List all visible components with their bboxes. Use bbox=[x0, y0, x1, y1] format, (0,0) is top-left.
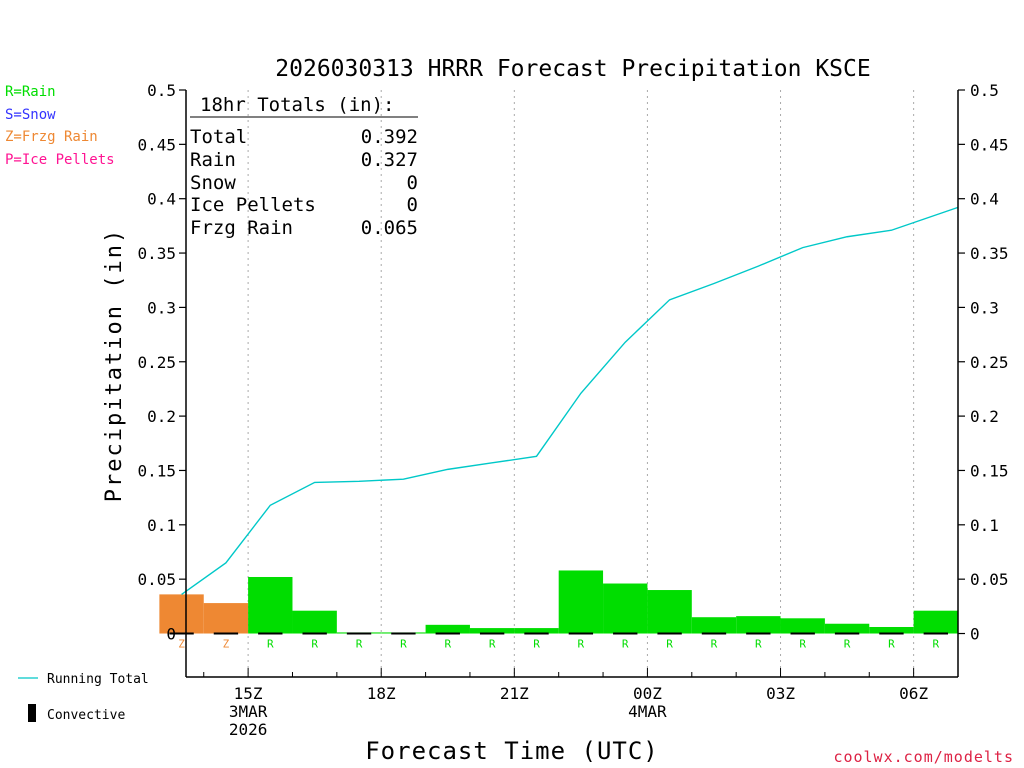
running-total-line bbox=[181, 206, 959, 595]
legend-running-total: Running Total bbox=[47, 672, 149, 687]
running-total-series bbox=[181, 206, 959, 595]
y-tick-label-right-0.35: 0.35 bbox=[970, 244, 1009, 263]
totals-value-rain: 0.327 bbox=[361, 149, 418, 171]
totals-label-snow: Snow bbox=[190, 172, 236, 194]
y-tick-label-right-0: 0 bbox=[970, 625, 980, 644]
y-ticks: 0 00.05 0.050.1 0.10.15 0.150.2 0.20.25 0.250.… bbox=[137, 81, 1008, 644]
precip-bar-24 bbox=[603, 583, 648, 634]
y-tick-label-left-0.15: 0.15 bbox=[137, 461, 176, 480]
precip-type-label-23: R bbox=[578, 638, 585, 651]
precip-bar-20 bbox=[425, 624, 470, 634]
y-tick-label-left-0: 0 bbox=[166, 625, 176, 644]
precip-bar-30 bbox=[869, 626, 914, 634]
precip-bar-31 bbox=[913, 610, 958, 634]
precip-bar-25 bbox=[647, 590, 692, 634]
y-tick-label-left-0.25: 0.25 bbox=[137, 353, 176, 372]
credit-link[interactable]: coolwx.com/modelts bbox=[833, 748, 1014, 766]
precip-type-label-14: Z bbox=[178, 638, 185, 651]
x-tick-label-00Z-1: 4MAR bbox=[628, 702, 667, 721]
y-tick-label-left-0.1: 0.1 bbox=[147, 516, 176, 535]
x-tick-label-15Z-1: 3MAR bbox=[229, 702, 268, 721]
precip-bar-15 bbox=[203, 603, 249, 634]
precip-type-label-29: R bbox=[844, 638, 851, 651]
x-tick-label-03Z-0: 03Z bbox=[766, 684, 795, 703]
totals-label-total: Total bbox=[190, 126, 247, 148]
x-tick-label-00Z-0: 00Z bbox=[633, 684, 662, 703]
y-tick-label-right-0.3: 0.3 bbox=[970, 298, 999, 317]
x-tick-label-15Z-0: 15Z bbox=[234, 684, 263, 703]
x-axis-label: Forecast Time (UTC) bbox=[365, 737, 659, 765]
totals-value-ice: 0 bbox=[407, 194, 418, 216]
precip-bar-27 bbox=[736, 616, 781, 634]
totals-label-rain: Rain bbox=[190, 149, 236, 171]
precip-bar-16 bbox=[248, 576, 293, 634]
totals-box: 18hr Totals (in): Total 0.392 Rain 0.327… bbox=[190, 94, 418, 239]
precip-type-label-16: R bbox=[267, 638, 274, 651]
grid-lines bbox=[247, 90, 915, 677]
precip-bar-21 bbox=[469, 628, 515, 634]
x-tick-label-06Z-0: 06Z bbox=[899, 684, 928, 703]
y-tick-label-right-0.2: 0.2 bbox=[970, 407, 999, 426]
precip-type-label-19: R bbox=[400, 638, 407, 651]
y-tick-label-right-0.25: 0.25 bbox=[970, 353, 1009, 372]
legend-rain: R=Rain bbox=[5, 84, 56, 100]
precip-bar-29 bbox=[824, 623, 870, 634]
precip-bar-26 bbox=[691, 617, 737, 634]
y-tick-label-right-0.45: 0.45 bbox=[970, 135, 1009, 154]
legend-convective: Convective bbox=[47, 708, 125, 723]
legend-snow: S=Snow bbox=[5, 107, 56, 123]
precip-type-label-27: R bbox=[755, 638, 762, 651]
totals-value-snow: 0 bbox=[407, 172, 418, 194]
y-tick-label-left-0.45: 0.45 bbox=[137, 135, 176, 154]
y-tick-label-right-0.5: 0.5 bbox=[970, 81, 999, 100]
precip-type-label-31: R bbox=[933, 638, 940, 651]
precip-bar-22 bbox=[514, 628, 559, 634]
convective-legend-swatch bbox=[28, 704, 36, 722]
y-tick-label-left-0.4: 0.4 bbox=[147, 190, 176, 209]
y-tick-label-left-0.35: 0.35 bbox=[137, 244, 176, 263]
totals-header: 18hr Totals (in): bbox=[200, 94, 394, 116]
precip-type-label-24: R bbox=[622, 638, 629, 651]
precip-type-label-25: R bbox=[666, 638, 673, 651]
y-tick-label-left-0.5: 0.5 bbox=[147, 81, 176, 100]
y-tick-label-right-0.1: 0.1 bbox=[970, 516, 999, 535]
precip-bar-17 bbox=[292, 610, 337, 634]
precip-type-label-30: R bbox=[888, 638, 895, 651]
precip-type-label-20: R bbox=[444, 638, 451, 651]
legend-frzg-rain: Z=Frzg Rain bbox=[5, 129, 98, 145]
y-axis-label: Precipitation (in) bbox=[102, 228, 127, 502]
totals-label-frzg: Frzg Rain bbox=[190, 217, 293, 239]
precip-bar-28 bbox=[780, 618, 825, 634]
precip-bar-14 bbox=[159, 594, 204, 634]
totals-label-ice: Ice Pellets bbox=[190, 194, 316, 216]
y-tick-label-left-0.3: 0.3 bbox=[147, 298, 176, 317]
precip-type-label-22: R bbox=[533, 638, 540, 651]
bar-series bbox=[159, 570, 958, 634]
precip-type-label-15: Z bbox=[223, 638, 230, 651]
y-tick-label-right-0.05: 0.05 bbox=[970, 570, 1009, 589]
chart-title: 2026030313 HRRR Forecast Precipitation K… bbox=[275, 56, 870, 82]
precip-type-label-21: R bbox=[489, 638, 496, 651]
y-tick-label-right-0.15: 0.15 bbox=[970, 461, 1009, 480]
precip-type-label-18: R bbox=[356, 638, 363, 651]
precip-bar-23 bbox=[558, 570, 604, 634]
precip-type-label-17: R bbox=[311, 638, 318, 651]
x-tick-label-15Z-2: 2026 bbox=[229, 720, 268, 739]
precip-type-label-28: R bbox=[799, 638, 806, 651]
y-tick-label-left-0.2: 0.2 bbox=[147, 407, 176, 426]
totals-value-total: 0.392 bbox=[361, 126, 418, 148]
x-tick-label-21Z-0: 21Z bbox=[500, 684, 529, 703]
totals-value-frzg: 0.065 bbox=[361, 217, 418, 239]
x-tick-label-18Z-0: 18Z bbox=[367, 684, 396, 703]
legend-ice-pellets: P=Ice Pellets bbox=[5, 152, 115, 168]
y-tick-label-left-0.05: 0.05 bbox=[137, 570, 176, 589]
precip-type-label-26: R bbox=[711, 638, 718, 651]
y-tick-label-right-0.4: 0.4 bbox=[970, 190, 999, 209]
